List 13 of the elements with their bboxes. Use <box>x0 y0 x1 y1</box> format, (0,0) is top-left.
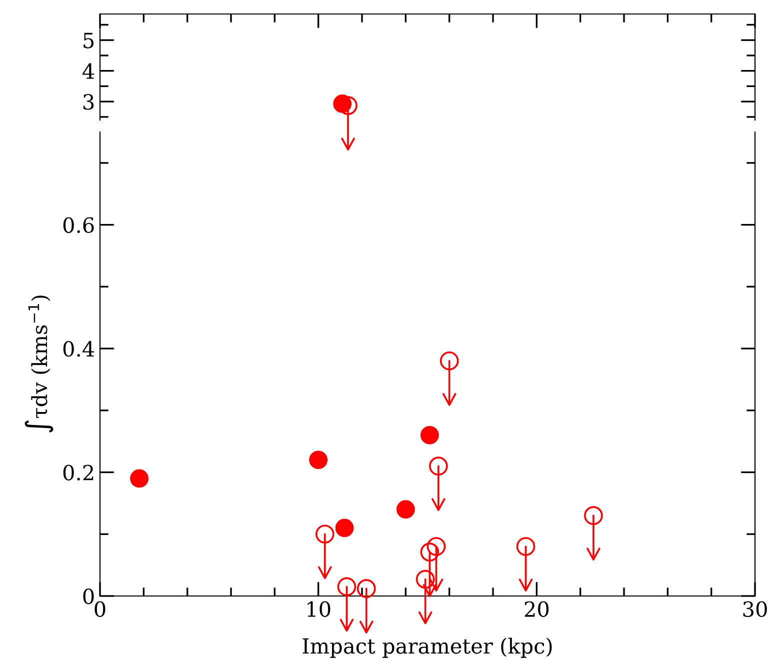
y-tick-label: 0 <box>83 588 94 604</box>
x-tick-label: 20 <box>524 601 549 617</box>
y-tick-label: 0.2 <box>63 464 94 480</box>
y-tick-label: 5 <box>84 32 94 48</box>
y-tick-label: 4 <box>82 63 94 79</box>
x-tick-label: 30 <box>743 601 767 617</box>
y-tick-label: 0.6 <box>63 217 94 234</box>
y-tick-label: 3 <box>83 94 94 110</box>
y-axis-title: ∫τdv (kms$^{−1}$) <box>24 296 54 432</box>
x-axis-title: Impact parameter (kpc) <box>302 638 552 658</box>
x-tick-label: 0 <box>94 601 106 617</box>
x-tick-label: 10 <box>308 601 330 617</box>
y-tick-label: 0.4 <box>63 340 94 357</box>
